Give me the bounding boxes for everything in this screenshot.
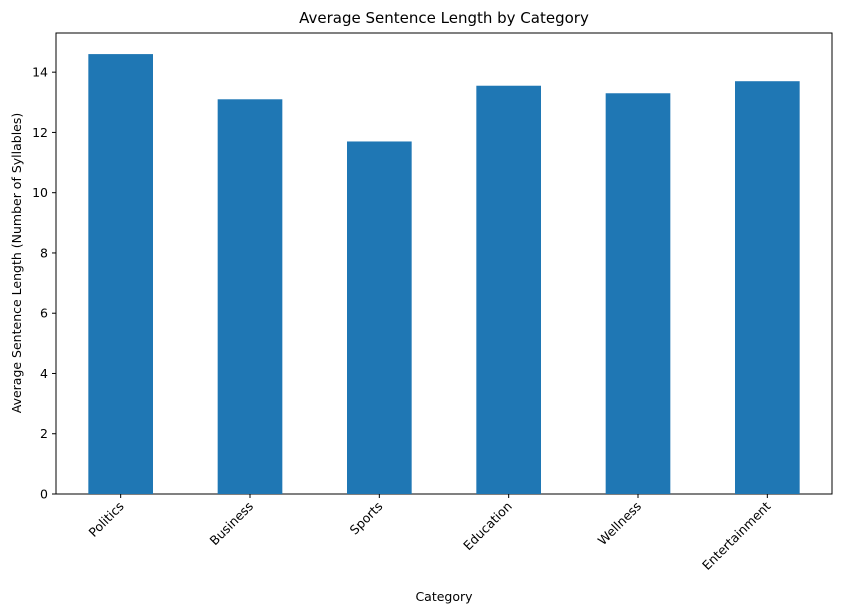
plot-area: [55, 32, 833, 495]
y-tick-label: 8: [40, 245, 48, 260]
y-tick-label: 4: [40, 366, 48, 381]
y-axis-label: Average Sentence Length (Number of Sylla…: [9, 113, 24, 414]
y-tick-label: 2: [40, 426, 48, 441]
y-tick-label: 14: [32, 65, 48, 80]
bar-business: [217, 99, 283, 494]
y-tick-label: 0: [40, 487, 48, 502]
bar-education: [476, 85, 541, 494]
y-tick-label: 6: [40, 306, 48, 321]
bar-sports: [347, 141, 412, 494]
x-tick-label: Sports: [347, 499, 386, 538]
y-ticks-group: 0 2 4 6 8 10 12 14: [32, 65, 56, 502]
x-tick-label: Education: [460, 499, 515, 554]
x-axis-label: Category: [415, 589, 473, 604]
x-tick-label: Business: [207, 499, 257, 549]
x-tick-label: Entertainment: [699, 498, 773, 572]
bar-politics: [88, 54, 153, 495]
bars-group: [88, 54, 800, 495]
chart-title: Average Sentence Length by Category: [299, 9, 589, 27]
plot-frame: [55, 32, 833, 495]
x-tick-label: Politics: [85, 499, 126, 540]
y-tick-label: 12: [32, 125, 48, 140]
bar-entertainment: [735, 81, 800, 494]
x-ticks-group: Politics Business Sports Education Wellness E…: [85, 494, 774, 573]
x-tick-label: Wellness: [595, 499, 644, 548]
y-tick-label: 10: [32, 185, 48, 200]
bar-wellness: [605, 93, 671, 494]
